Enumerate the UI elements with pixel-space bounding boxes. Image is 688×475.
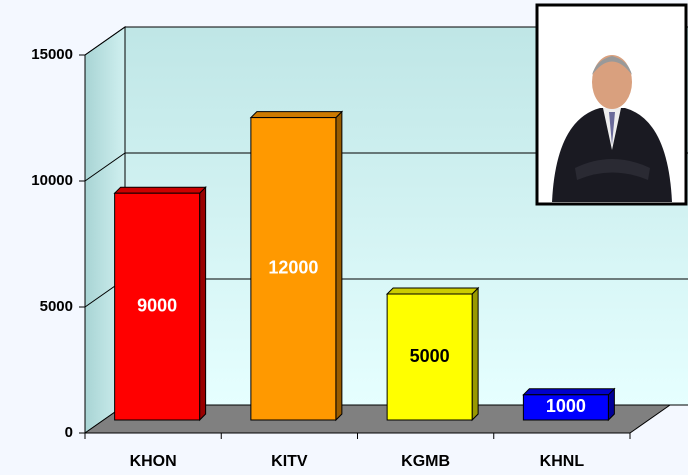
y-tick-label: 5000 <box>40 298 73 315</box>
grid-line <box>84 152 688 182</box>
bar-side <box>199 185 207 422</box>
bar <box>385 286 480 422</box>
bar-top <box>522 388 616 396</box>
value-label: 5000 <box>410 346 450 366</box>
bar-side <box>471 286 479 422</box>
y-tick-label: 10000 <box>31 172 73 189</box>
bar-side <box>335 110 343 422</box>
bar-top <box>249 111 344 119</box>
x-tick-label: KGMB <box>401 453 450 470</box>
bar <box>113 185 207 422</box>
bar <box>522 387 616 422</box>
value-label: 9000 <box>137 295 177 315</box>
value-label: 1000 <box>546 396 586 416</box>
grid-line <box>84 26 688 56</box>
x-tick-label: KHNL <box>540 453 585 470</box>
bar-top <box>113 186 207 194</box>
x-tick-label: KHON <box>130 453 177 470</box>
y-tick-label: 0 <box>65 424 73 441</box>
bar-front <box>386 293 473 421</box>
x-tick-label: KITV <box>271 453 308 470</box>
value-label: 12000 <box>268 258 318 278</box>
photo <box>535 3 688 206</box>
bar-top <box>385 287 480 295</box>
bar-front <box>250 117 337 421</box>
bar-front <box>522 394 609 421</box>
y-tick-label: 15000 <box>31 46 73 63</box>
bar-front <box>114 192 201 421</box>
bar <box>249 110 344 422</box>
